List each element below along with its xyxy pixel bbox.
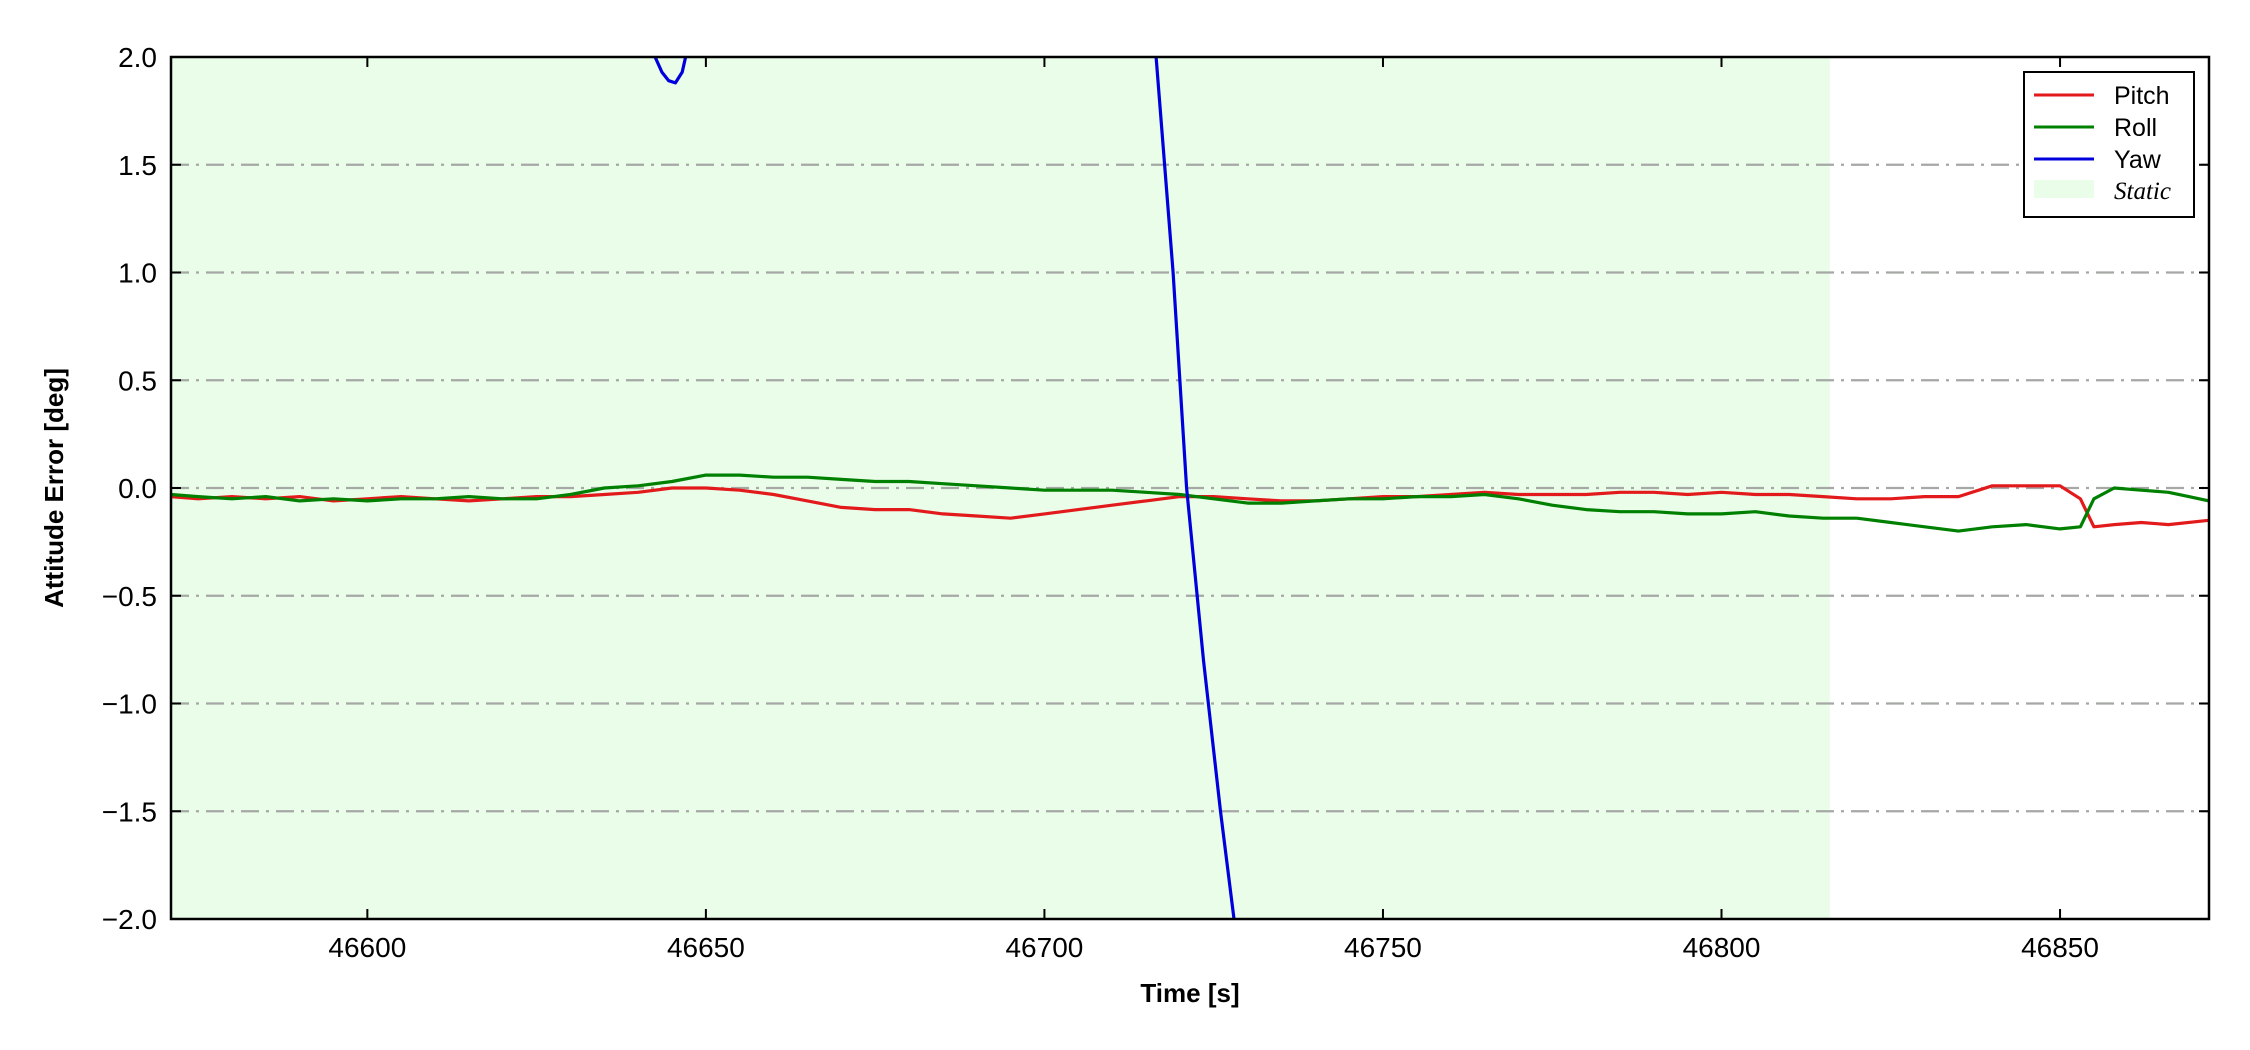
y-tick-label-1: 1.5 — [118, 150, 157, 181]
legend-label-yaw: Yaw — [2114, 146, 2162, 174]
x-tick-label-1: 46650 — [667, 932, 745, 963]
y-tick-label-5: −0.5 — [102, 581, 157, 612]
legend-swatch-static — [2034, 180, 2094, 198]
series-layer — [171, 57, 2209, 919]
grid-lines — [171, 163, 2209, 813]
y-tick-label-4: 0.0 — [118, 473, 157, 504]
y-tick-label-2: 1.0 — [118, 258, 157, 289]
y-tick-label-0: 2.0 — [118, 42, 157, 73]
x-tick-label-5: 46850 — [2021, 932, 2099, 963]
legend-label-roll: Roll — [2114, 114, 2157, 142]
x-axis-ticks: 46600 46650 46700 46750 46800 46850 — [328, 57, 2099, 963]
y-tick-label-8: −2.0 — [102, 904, 157, 935]
y-axis-title: Attitude Error [deg] — [39, 368, 69, 608]
x-tick-label-4: 46800 — [1683, 932, 1761, 963]
x-tick-label-0: 46600 — [328, 932, 406, 963]
x-tick-label-2: 46700 — [1005, 932, 1083, 963]
x-tick-label-3: 46750 — [1344, 932, 1422, 963]
y-tick-label-7: −1.5 — [102, 796, 157, 827]
series-line-roll — [171, 473, 2209, 533]
series-line-yaw-segment-0 — [653, 57, 688, 85]
series-line-yaw-segment-1 — [1154, 57, 1236, 919]
legend-label-pitch: Pitch — [2114, 82, 2170, 110]
x-axis-title: Time [s] — [1140, 978, 1239, 1008]
legend-label-static: Static — [2114, 178, 2171, 205]
y-axis-ticks: 2.0 1.5 1.0 0.5 0.0 −0.5 −1.0 −1.5 −2.0 — [102, 42, 2209, 935]
y-tick-label-3: 0.5 — [118, 365, 157, 396]
legend: Pitch Roll Yaw Static — [2023, 71, 2195, 218]
y-tick-label-6: −1.0 — [102, 689, 157, 720]
